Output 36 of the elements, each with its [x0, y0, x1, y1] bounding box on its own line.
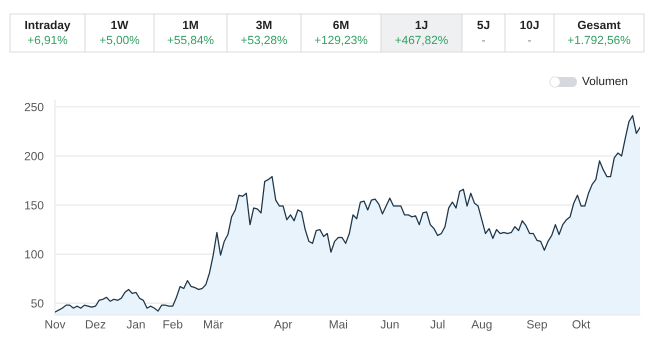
- x-tick-label: Apr: [274, 320, 292, 331]
- y-tick-label: 100: [25, 250, 44, 259]
- x-tick-label: Okt: [572, 320, 590, 329]
- y-tick-label: 250: [24, 102, 44, 112]
- text: +1.792,56%: [568, 36, 630, 46]
- text: +55,84%: [168, 36, 214, 46]
- text: 1W: [111, 20, 128, 30]
- x-tick-label: Mai: [330, 320, 348, 329]
- x-tick-label: Aug: [471, 320, 492, 331]
- y-tick-label: 50: [31, 299, 44, 308]
- text: Gesamt: [578, 20, 621, 30]
- x-tick-label: Sep: [527, 320, 547, 331]
- text: Intraday: [25, 20, 70, 32]
- x-tick-label: Feb: [164, 320, 182, 329]
- x-tick-label: Nov: [45, 320, 66, 329]
- text: 10J: [520, 20, 539, 30]
- text: 3M: [256, 20, 272, 30]
- text: -: [528, 40, 531, 42]
- x-tick-label: Jul: [430, 320, 444, 329]
- text: Volumen: [582, 76, 628, 86]
- x-tick-label: Jun: [380, 320, 399, 329]
- text: 6M: [333, 20, 348, 30]
- text: +5,00%: [100, 36, 140, 46]
- text: +467,82%: [395, 36, 448, 46]
- text: 1M: [183, 20, 198, 30]
- x-tick-label: Mär: [204, 320, 224, 329]
- text: +53,28%: [241, 36, 288, 46]
- text: 1J: [416, 20, 428, 30]
- text: -: [482, 40, 485, 42]
- text: +129,23%: [314, 36, 368, 46]
- y-tick-label: 200: [24, 152, 44, 160]
- text: +6,91%: [28, 36, 68, 46]
- y-tick-label: 150: [25, 201, 44, 210]
- x-tick-label: Dez: [86, 320, 106, 329]
- text: 5J: [477, 20, 490, 30]
- x-tick-label: Jan: [126, 320, 145, 329]
